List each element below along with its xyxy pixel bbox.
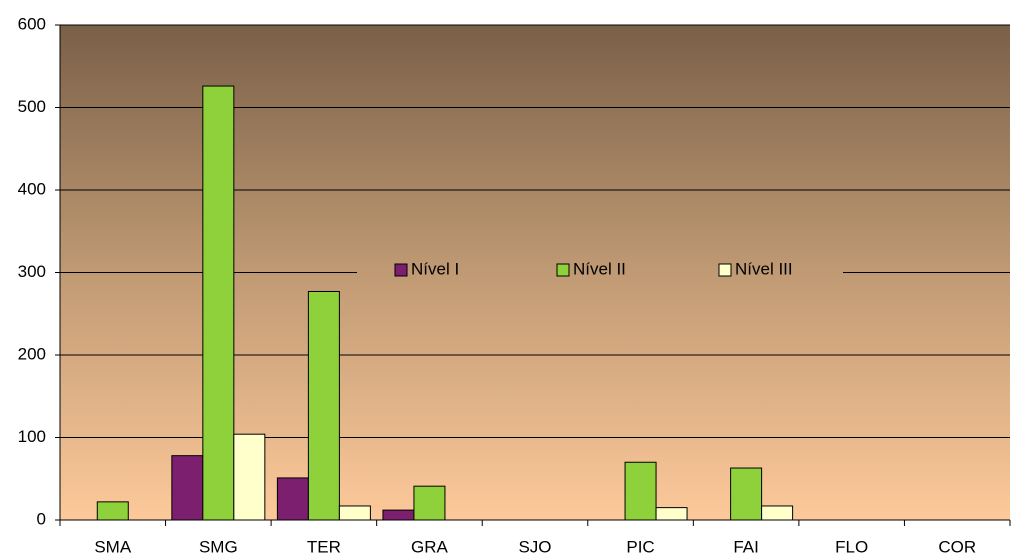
bar (171, 455, 204, 521)
x-tick-label: FLO (835, 537, 868, 556)
bar (382, 509, 415, 521)
x-tick-label: SMA (94, 537, 132, 556)
legend-swatch (718, 263, 732, 277)
y-tick-label: 600 (18, 14, 46, 33)
bar (655, 507, 688, 521)
x-tick-label: SMG (199, 537, 238, 556)
y-tick-label: 500 (18, 97, 46, 116)
legend-label: Nível II (573, 259, 626, 278)
legend-swatch (394, 263, 408, 277)
x-tick-label: SJO (518, 537, 551, 556)
legend (357, 252, 843, 288)
x-tick-label: PIC (626, 537, 654, 556)
x-tick-label: FAI (733, 537, 759, 556)
bar (96, 501, 129, 521)
legend-label: Nível I (411, 259, 459, 278)
bar (233, 433, 266, 521)
y-tick-label: 0 (37, 509, 46, 528)
bar (202, 85, 235, 521)
bar (413, 485, 446, 521)
x-tick-label: COR (938, 537, 976, 556)
bar (761, 505, 794, 521)
x-tick-label: TER (307, 537, 341, 556)
y-tick-label: 100 (18, 427, 46, 446)
y-tick-label: 200 (18, 344, 46, 363)
x-tick-label: GRA (411, 537, 449, 556)
y-tick-label: 400 (18, 179, 46, 198)
bar (307, 290, 340, 521)
legend-swatch (556, 263, 570, 277)
bar (338, 505, 371, 521)
bar (730, 467, 763, 521)
legend-label: Nível III (735, 259, 793, 278)
y-tick-label: 300 (18, 262, 46, 281)
bar (276, 477, 309, 521)
bar (624, 461, 657, 521)
